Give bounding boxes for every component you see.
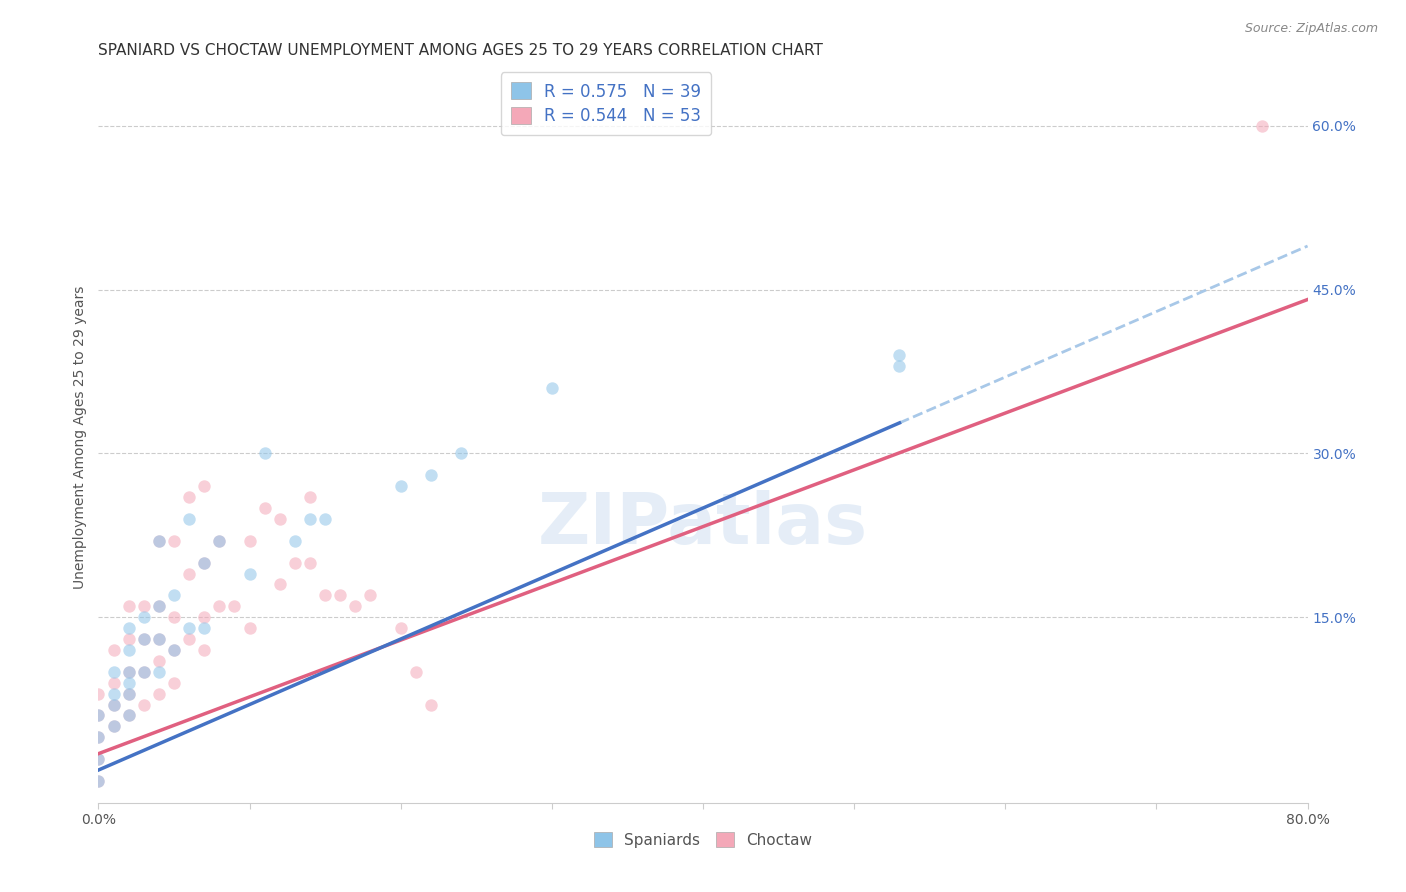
Point <box>284 556 307 570</box>
Point <box>1251 119 1274 133</box>
Point <box>132 632 155 646</box>
Point <box>224 599 246 614</box>
Point <box>239 566 262 581</box>
Point <box>193 479 215 493</box>
Point <box>314 588 336 602</box>
Point <box>420 698 443 712</box>
Point <box>193 556 215 570</box>
Text: ZIPatlas: ZIPatlas <box>538 491 868 559</box>
Point <box>103 665 125 679</box>
Point <box>208 533 231 548</box>
Point <box>299 490 322 504</box>
Point <box>132 610 155 624</box>
Point <box>253 501 276 516</box>
Point <box>148 533 170 548</box>
Point <box>284 533 307 548</box>
Point <box>118 632 141 646</box>
Point <box>148 599 170 614</box>
Point <box>208 599 231 614</box>
Point <box>163 643 186 657</box>
Point <box>163 675 186 690</box>
Point <box>239 621 262 635</box>
Point <box>87 731 110 745</box>
Point <box>299 512 322 526</box>
Point <box>148 632 170 646</box>
Point <box>889 348 911 362</box>
Point <box>87 752 110 766</box>
Point <box>87 708 110 723</box>
Point <box>118 599 141 614</box>
Point <box>179 490 201 504</box>
Point <box>118 708 141 723</box>
Point <box>299 556 322 570</box>
Point <box>163 588 186 602</box>
Point <box>87 731 110 745</box>
Text: SPANIARD VS CHOCTAW UNEMPLOYMENT AMONG AGES 25 TO 29 YEARS CORRELATION CHART: SPANIARD VS CHOCTAW UNEMPLOYMENT AMONG A… <box>98 43 824 58</box>
Point <box>193 643 215 657</box>
Point <box>103 687 125 701</box>
Point <box>389 479 412 493</box>
Point <box>118 687 141 701</box>
Point <box>405 665 427 679</box>
Point <box>420 468 443 483</box>
Legend: Spaniards, Choctaw: Spaniards, Choctaw <box>588 825 818 854</box>
Point <box>193 621 215 635</box>
Point <box>132 665 155 679</box>
Point <box>540 381 562 395</box>
Point <box>360 588 382 602</box>
Point <box>118 687 141 701</box>
Point <box>450 446 472 460</box>
Point <box>118 708 141 723</box>
Point <box>103 698 125 712</box>
Point <box>269 512 291 526</box>
Point <box>253 446 276 460</box>
Point <box>163 610 186 624</box>
Point <box>132 665 155 679</box>
Text: Source: ZipAtlas.com: Source: ZipAtlas.com <box>1244 22 1378 36</box>
Point <box>103 719 125 733</box>
Point <box>269 577 291 591</box>
Point <box>889 359 911 373</box>
Point <box>87 687 110 701</box>
Point <box>132 698 155 712</box>
Point <box>118 643 141 657</box>
Point <box>163 533 186 548</box>
Point <box>314 512 336 526</box>
Point <box>87 708 110 723</box>
Point <box>389 621 412 635</box>
Point <box>87 774 110 789</box>
Point <box>103 675 125 690</box>
Point <box>103 643 125 657</box>
Point <box>118 675 141 690</box>
Point <box>148 665 170 679</box>
Point <box>208 533 231 548</box>
Point <box>148 687 170 701</box>
Point <box>132 599 155 614</box>
Point <box>193 556 215 570</box>
Point <box>118 665 141 679</box>
Point <box>118 621 141 635</box>
Point <box>344 599 367 614</box>
Point <box>103 719 125 733</box>
Y-axis label: Unemployment Among Ages 25 to 29 years: Unemployment Among Ages 25 to 29 years <box>73 285 87 589</box>
Point <box>118 665 141 679</box>
Point <box>163 643 186 657</box>
Point <box>87 752 110 766</box>
Point <box>179 621 201 635</box>
Point <box>179 632 201 646</box>
Point <box>148 654 170 668</box>
Point <box>132 632 155 646</box>
Point <box>179 512 201 526</box>
Point <box>103 698 125 712</box>
Point <box>87 774 110 789</box>
Point <box>179 566 201 581</box>
Point <box>193 610 215 624</box>
Point <box>148 533 170 548</box>
Point <box>148 599 170 614</box>
Point <box>239 533 262 548</box>
Point <box>329 588 352 602</box>
Point <box>148 632 170 646</box>
